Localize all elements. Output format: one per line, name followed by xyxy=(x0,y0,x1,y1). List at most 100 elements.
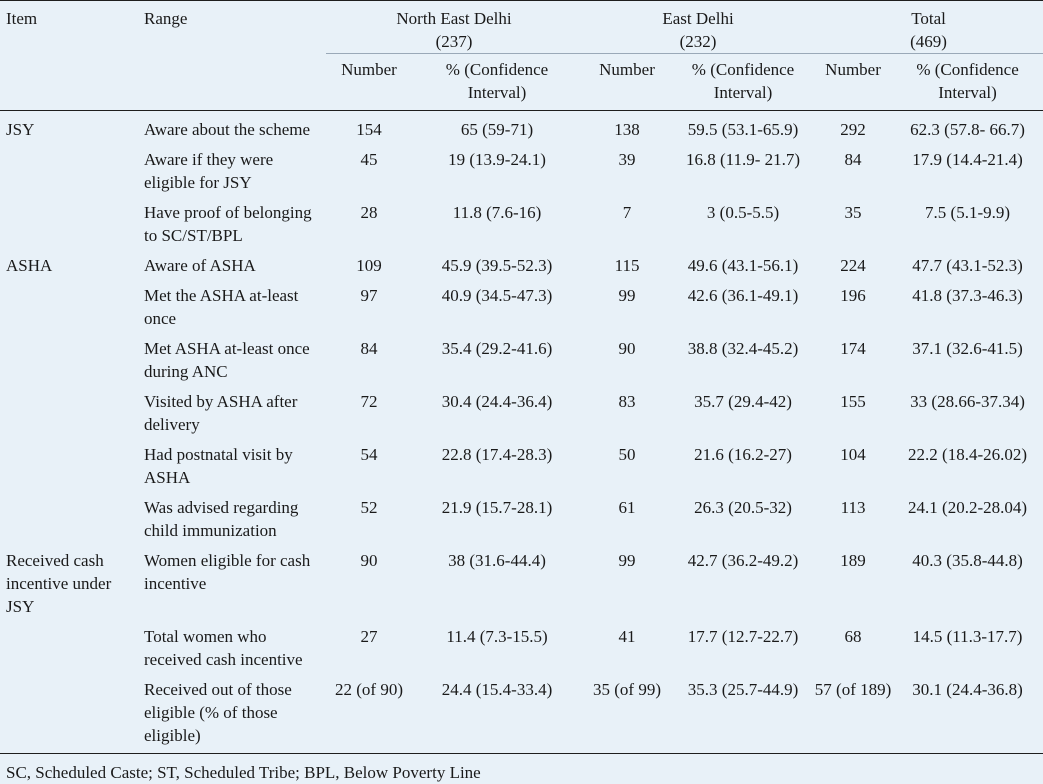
ed-percent-cell: 35.3 (25.7-44.9) xyxy=(687,680,799,699)
table-row: Received cash incentive under JSY Women e… xyxy=(0,542,1043,618)
ed-percent-cell: 16.8 (11.9- 21.7) xyxy=(685,150,801,169)
group-count: (232) xyxy=(679,32,717,51)
header-item: Item xyxy=(6,9,38,28)
row-range-cell: Aware if they were eligible for JSY xyxy=(144,150,274,192)
ed-number-cell: 83 xyxy=(618,392,636,411)
ed-percent-cell: 35.7 (29.4-42) xyxy=(694,392,792,411)
row-item-cell: Received cash incentive under JSY xyxy=(6,551,112,616)
total-number-cell: 57 (of 189) xyxy=(814,680,892,699)
total-number-cell: 224 xyxy=(840,256,866,275)
ned-number-cell: 45 xyxy=(360,150,378,169)
row-item-cell xyxy=(0,618,136,671)
total-number-cell: 113 xyxy=(840,498,866,517)
ned-number-cell: 28 xyxy=(360,203,378,222)
ned-number-cell: 109 xyxy=(356,256,382,275)
ned-percent-cell: 38 (31.6-44.4) xyxy=(448,551,546,570)
ed-percent-cell: 21.6 (16.2-27) xyxy=(694,445,792,464)
ned-number-cell: 84 xyxy=(360,339,378,358)
ned-number-cell: 90 xyxy=(360,551,378,570)
ned-percent-cell: 40.9 (34.5-47.3) xyxy=(441,286,553,305)
row-item-cell: ASHA xyxy=(6,256,53,275)
row-range-cell: Women eligible for cash incentive xyxy=(144,551,311,593)
row-item-cell xyxy=(0,141,136,194)
table-row: ASHA Aware of ASHA 109 45.9 (39.5-52.3) 115 4… xyxy=(0,247,1043,277)
subheader-percent-ci: % (Confidence Interval) xyxy=(691,60,795,102)
total-number-cell: 35 xyxy=(844,203,862,222)
total-number-cell: 196 xyxy=(840,286,866,305)
row-range-cell: Aware about the scheme xyxy=(144,120,311,139)
ned-number-cell: 22 (of 90) xyxy=(335,680,403,699)
ed-percent-cell: 42.6 (36.1-49.1) xyxy=(687,286,799,305)
subheader-number: Number xyxy=(599,60,655,79)
ed-number-cell: 115 xyxy=(614,256,640,275)
ned-percent-cell: 22.8 (17.4-28.3) xyxy=(441,445,553,464)
row-item-cell xyxy=(0,489,136,542)
ed-percent-cell: 26.3 (20.5-32) xyxy=(694,498,792,517)
row-item-cell xyxy=(0,436,136,489)
group-header-north-east-delhi: North East Delhi (237) xyxy=(326,0,583,54)
total-percent-cell: 24.1 (20.2-28.04) xyxy=(908,498,1028,517)
data-table: Item Range North East Delhi (237) East D… xyxy=(0,0,1043,754)
ed-percent-cell: 49.6 (43.1-56.1) xyxy=(687,256,799,275)
table-row: Aware if they were eligible for JSY 45 19 … xyxy=(0,141,1043,194)
ed-number-cell: 39 xyxy=(618,150,636,169)
footnote: SC, Scheduled Caste; ST, Scheduled Tribe… xyxy=(0,753,1043,784)
ned-number-cell: 54 xyxy=(360,445,378,464)
total-number-cell: 84 xyxy=(844,150,862,169)
ned-percent-cell: 11.4 (7.3-15.5) xyxy=(446,627,548,646)
group-count: (237) xyxy=(435,32,473,51)
total-percent-cell: 41.8 (37.3-46.3) xyxy=(912,286,1023,305)
group-name: Total xyxy=(911,9,946,28)
table-row: Met ASHA at-least once during ANC 84 35.4 … xyxy=(0,330,1043,383)
total-percent-cell: 14.5 (11.3-17.7) xyxy=(912,627,1023,646)
group-header-east-delhi: East Delhi (232) xyxy=(582,0,815,54)
ed-number-cell: 7 xyxy=(622,203,632,222)
ed-percent-cell: 42.7 (36.2-49.2) xyxy=(687,551,799,570)
ned-percent-cell: 24.4 (15.4-33.4) xyxy=(441,680,553,699)
table-row: Total women who received cash incentive 2… xyxy=(0,618,1043,671)
row-item-cell xyxy=(0,671,136,753)
total-percent-cell: 17.9 (14.4-21.4) xyxy=(912,150,1023,169)
total-number-cell: 292 xyxy=(840,120,866,139)
row-range-cell: Visited by ASHA after delivery xyxy=(144,392,298,434)
table-body: JSY Aware about the scheme 154 65 (59-71) 13… xyxy=(0,111,1043,754)
ed-number-cell: 61 xyxy=(618,498,636,517)
table-row: Have proof of belonging to SC/ST/BPL 28 11… xyxy=(0,194,1043,247)
total-percent-cell: 7.5 (5.1-9.9) xyxy=(925,203,1011,222)
ned-percent-cell: 11.8 (7.6-16) xyxy=(452,203,542,222)
row-item-cell: JSY xyxy=(6,120,35,139)
total-percent-cell: 33 (28.66-37.34) xyxy=(910,392,1025,411)
row-item-cell xyxy=(0,277,136,330)
total-number-cell: 104 xyxy=(840,445,866,464)
subheader-percent-ci: % (Confidence Interval) xyxy=(916,60,1019,102)
ed-number-cell: 41 xyxy=(618,627,636,646)
group-count: (469) xyxy=(910,32,947,51)
group-name: North East Delhi xyxy=(396,9,512,28)
ned-percent-cell: 30.4 (24.4-36.4) xyxy=(441,392,553,411)
ned-percent-cell: 65 (59-71) xyxy=(460,120,534,139)
total-percent-cell: 30.1 (24.4-36.8) xyxy=(912,680,1023,699)
ed-percent-cell: 38.8 (32.4-45.2) xyxy=(687,339,799,358)
row-range-cell: Received out of those eligible (% of tho… xyxy=(144,680,292,745)
ned-number-cell: 52 xyxy=(360,498,378,517)
table-header: Item Range North East Delhi (237) East D… xyxy=(0,0,1043,111)
total-percent-cell: 37.1 (32.6-41.5) xyxy=(912,339,1023,358)
row-range-cell: Total women who received cash incentive xyxy=(144,627,303,669)
subheader-number: Number xyxy=(825,60,881,79)
row-range-cell: Aware of ASHA xyxy=(144,256,256,275)
subheader-number: Number xyxy=(341,60,397,79)
row-item-cell xyxy=(0,330,136,383)
ned-percent-cell: 45.9 (39.5-52.3) xyxy=(441,256,553,275)
ned-percent-cell: 21.9 (15.7-28.1) xyxy=(441,498,553,517)
ed-number-cell: 99 xyxy=(618,286,636,305)
row-range-cell: Met the ASHA at-least once xyxy=(144,286,299,328)
ned-percent-cell: 19 (13.9-24.1) xyxy=(448,150,546,169)
row-range-cell: Had postnatal visit by ASHA xyxy=(144,445,293,487)
ed-number-cell: 50 xyxy=(618,445,636,464)
ed-number-cell: 138 xyxy=(614,120,640,139)
row-range-cell: Have proof of belonging to SC/ST/BPL xyxy=(144,203,312,245)
ned-number-cell: 154 xyxy=(356,120,382,139)
total-percent-cell: 40.3 (35.8-44.8) xyxy=(912,551,1023,570)
total-percent-cell: 62.3 (57.8- 66.7) xyxy=(910,120,1025,139)
ed-number-cell: 99 xyxy=(618,551,636,570)
